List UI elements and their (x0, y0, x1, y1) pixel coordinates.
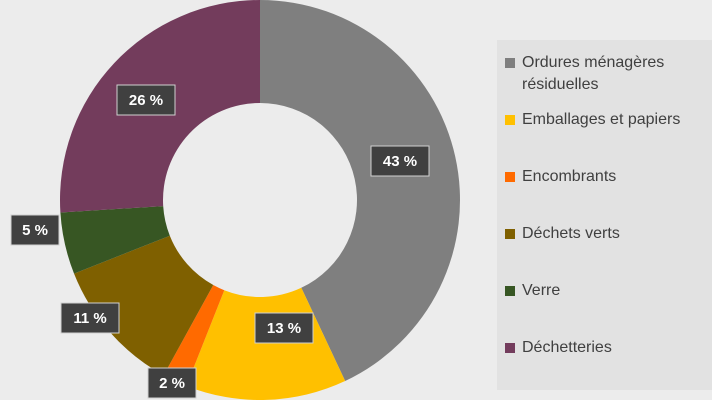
legend-label: Déchetteries (522, 339, 612, 356)
donut-slice (260, 0, 460, 381)
data-label: 2 % (159, 375, 185, 392)
data-label-box (116, 84, 176, 116)
legend-label: Emballages et papiers (522, 111, 681, 128)
legend-entry: Déchetteries (505, 337, 712, 359)
donut-slice (60, 206, 170, 274)
legend-label: Ordures ménagères résiduelles (522, 54, 665, 93)
data-label: 5 % (22, 222, 48, 239)
legend-swatch (505, 115, 515, 125)
data-label-box (370, 145, 430, 177)
data-label: 43 % (383, 153, 417, 170)
data-label-box (60, 302, 120, 334)
legend-entry: Emballages et papiers (505, 109, 712, 131)
donut-slice (163, 285, 225, 386)
data-label: 13 % (267, 320, 301, 337)
legend-swatch (505, 58, 515, 68)
data-label-box (254, 312, 314, 344)
legend-entry: Déchets verts (505, 223, 712, 245)
legend-entry: Encombrants (505, 166, 712, 188)
legend-entry: Verre (505, 280, 712, 302)
legend-swatch (505, 229, 515, 239)
legend: Ordures ménagères résiduelles Emballages … (497, 40, 712, 390)
data-label: 26 % (129, 92, 163, 109)
legend-swatch (505, 343, 515, 353)
legend-swatch (505, 286, 515, 296)
legend-label: Verre (522, 282, 561, 299)
donut-area: 43 % 13 % 2 % 11 % 5 % 26 % (10, 0, 460, 400)
donut-slice (74, 235, 214, 376)
data-label-box (10, 214, 60, 246)
data-label-box (147, 367, 197, 399)
legend-label: Encombrants (522, 168, 617, 185)
legend-entry: Ordures ménagères résiduelles (505, 52, 712, 96)
data-label: 11 % (73, 310, 106, 327)
legend-swatch (505, 172, 515, 182)
legend-label: Déchets verts (522, 225, 620, 242)
